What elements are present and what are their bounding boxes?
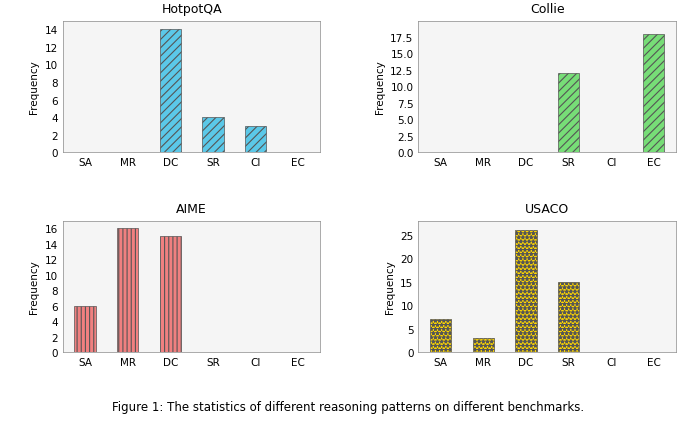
Title: Collie: Collie	[530, 3, 565, 16]
Bar	[558, 74, 579, 153]
Bar	[117, 229, 138, 353]
Bar	[643, 35, 664, 153]
Bar	[558, 282, 579, 353]
Title: HotpotQA: HotpotQA	[161, 3, 222, 16]
Y-axis label: Frequency: Frequency	[29, 60, 39, 114]
Bar	[430, 320, 452, 353]
Bar	[160, 30, 181, 153]
Text: Figure 1: The statistics of different reasoning patterns on different benchmarks: Figure 1: The statistics of different re…	[112, 400, 585, 413]
Y-axis label: Frequency: Frequency	[29, 260, 39, 314]
Bar	[160, 237, 181, 353]
Title: AIME: AIME	[176, 203, 207, 216]
Bar	[473, 338, 494, 353]
Bar	[202, 118, 224, 153]
Y-axis label: Frequency: Frequency	[385, 260, 395, 314]
Bar	[245, 126, 266, 153]
Bar	[515, 230, 537, 353]
Title: USACO: USACO	[525, 203, 569, 216]
Bar	[75, 306, 95, 353]
Y-axis label: Frequency: Frequency	[375, 60, 385, 114]
